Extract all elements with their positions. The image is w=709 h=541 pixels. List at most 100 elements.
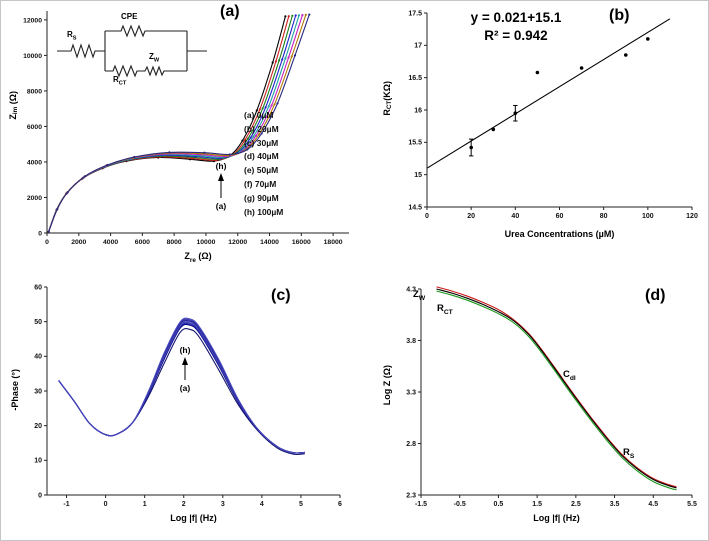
marker <box>301 14 304 17</box>
legend-item: (g) 90µM <box>244 192 279 203</box>
marker <box>133 155 136 159</box>
marker <box>56 207 59 211</box>
r-squared: R² = 0.942 <box>484 27 548 43</box>
legend-item: (a) 0µM <box>244 110 274 120</box>
marker <box>274 60 277 63</box>
series-line <box>426 18 671 169</box>
marker <box>244 138 247 141</box>
y-tick-label: 12000 <box>23 17 42 24</box>
panel-b-calibration: 0 20 40 60 80 100 120 14.5 15 15.5 16 16.5 17 17.5 (b… <box>379 3 704 249</box>
x-tick-label: 1.5 <box>532 501 542 508</box>
y-tick-label: 2000 <box>27 195 42 202</box>
series-line <box>436 288 677 489</box>
circuit-label-rct: RCT <box>113 75 127 87</box>
x-tick-label: 12000 <box>228 239 247 246</box>
marker <box>579 66 584 70</box>
x-tick-label: 60 <box>556 213 564 220</box>
y-tick-label: 14.5 <box>408 204 422 211</box>
series-line <box>436 286 677 488</box>
annotation-h: (h) <box>179 345 191 355</box>
marker <box>255 134 258 137</box>
x-tick-label: 0.5 <box>494 501 504 508</box>
x-tick-label: -0.5 <box>454 501 466 508</box>
x-tick-label: 0 <box>104 501 108 508</box>
marker <box>47 230 50 233</box>
marker <box>290 55 293 58</box>
arrow-head <box>182 357 188 365</box>
arrow-head <box>218 173 224 181</box>
panel-b-xlabel: Urea Concentrations (µM) <box>504 229 615 239</box>
y-tick-label: 4000 <box>27 159 42 166</box>
marker <box>284 57 287 60</box>
panel-d-xlabel: Log |f| (Hz) <box>533 513 580 523</box>
region-label-rs: RS <box>623 447 635 460</box>
marker <box>293 54 297 57</box>
marker <box>260 132 263 135</box>
x-tick-label: 0 <box>425 213 429 220</box>
annotation-a: (a) <box>215 201 227 211</box>
y-tick-label: 16.5 <box>408 75 422 82</box>
y-tick-label: 60 <box>34 284 42 291</box>
x-tick-label: 2.5 <box>571 501 581 508</box>
x-tick-label: -1.5 <box>415 501 427 508</box>
panel-label-a: (a) <box>220 3 240 20</box>
x-tick-label: 100 <box>642 213 654 220</box>
equation-line: y = 0.021+15.1 <box>470 10 562 25</box>
x-tick-label: 1 <box>143 501 147 508</box>
x-tick-label: 10000 <box>196 239 215 246</box>
legend-item: (d) 40µM <box>244 151 279 162</box>
y-tick-label: 8000 <box>27 88 42 95</box>
series-line <box>58 317 305 454</box>
marker <box>535 70 540 75</box>
x-tick-label: 3.5 <box>610 501 620 508</box>
marker <box>278 59 281 62</box>
y-tick-label: 0 <box>38 492 42 499</box>
panel-d-ylabel: Log Z (Ω) <box>382 365 392 406</box>
circuit-label-cpe: CPE <box>121 12 138 21</box>
panel-d-magnitude: -1.5 -0.5 0.5 1.5 2.5 3.5 4.5 5.5 2.3 2.8 3.3 3.8 4.… <box>379 277 704 537</box>
series-line <box>436 290 677 491</box>
marker <box>294 14 297 17</box>
panel-label-c: (c) <box>271 287 291 304</box>
legend-item: (c) 30µM <box>244 137 279 148</box>
marker <box>261 107 264 110</box>
panel-a-legend: (a) 0µM (b) 20µM (c) 30µM (d) 40µM (e) 5… <box>244 109 283 219</box>
annotation-a: (a) <box>179 383 191 393</box>
x-tick-label: 0 <box>45 239 49 246</box>
y-tick-label: 50 <box>34 319 42 326</box>
marker <box>287 56 290 59</box>
x-tick-label: 3 <box>221 501 225 508</box>
marker <box>287 15 290 18</box>
panel-b-ylabel: RCT(KΩ) <box>382 81 393 116</box>
x-tick-label: 6 <box>338 501 342 508</box>
region-label-zw: ZW <box>413 289 426 302</box>
panel-a-nyquist: 0 2000 4000 6000 8000 10000 12000 14000 16000 180… <box>7 3 359 269</box>
marker <box>203 151 206 154</box>
x-tick-label: 4.5 <box>648 501 658 508</box>
marker <box>624 53 628 57</box>
y-tick-label: 17.5 <box>408 10 422 17</box>
y-tick-label: 10000 <box>23 53 42 60</box>
annotation-arrow <box>218 173 224 198</box>
marker <box>241 139 244 142</box>
y-tick-label: 10 <box>34 458 42 465</box>
panel-c-xlabel: Log |f| (Hz) <box>170 513 217 523</box>
magnitude-plot-svg: -1.5 -0.5 0.5 1.5 2.5 3.5 4.5 5.5 2.3 2.8 3.3 3.8 4.… <box>406 286 697 508</box>
marker <box>246 137 250 140</box>
circuit-label-rs: RS <box>67 30 77 42</box>
region-label-rct: RCT <box>437 303 453 316</box>
x-tick-label: 4000 <box>103 239 118 246</box>
panel-a-xlabel: Zre (Ω) <box>184 251 212 264</box>
marker <box>281 58 284 61</box>
region-label-cdl: Cdl <box>563 369 576 382</box>
panel-label-b: (b) <box>609 7 630 24</box>
equivalent-circuit-diagram <box>57 24 207 78</box>
x-tick-label: 40 <box>511 213 519 220</box>
marker <box>246 148 249 151</box>
marker <box>252 135 255 138</box>
marker <box>308 13 311 16</box>
marker <box>267 105 270 108</box>
marker <box>284 15 287 18</box>
calibration-plot-svg: 0 20 40 60 80 100 120 14.5 15 15.5 16 16.5 17 17.5 <box>408 10 698 220</box>
